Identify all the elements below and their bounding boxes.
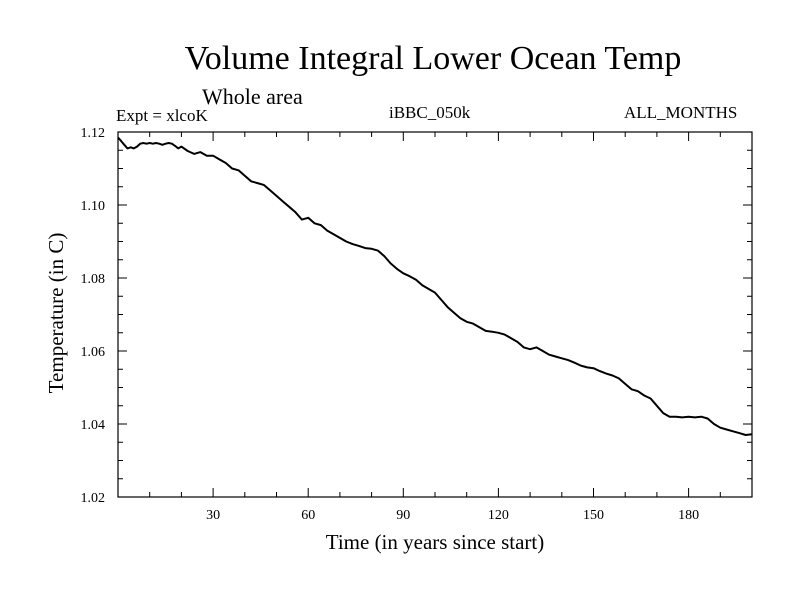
y-tick-label: 1.08	[81, 272, 106, 287]
x-tick-label: 90	[396, 508, 410, 523]
y-tick-label: 1.04	[81, 418, 106, 433]
months-label: ALL_MONTHS	[624, 103, 738, 122]
x-tick-label: 30	[206, 508, 220, 523]
y-axis-title: Temperature (in C)	[44, 233, 68, 394]
chart-title: Volume Integral Lower Ocean Temp	[184, 40, 682, 77]
chart-subtitle: Whole area	[202, 84, 303, 109]
experiment-label: Expt = xlcoK	[116, 106, 208, 125]
run-label: iBBC_050k	[389, 103, 471, 122]
plot-axes	[117, 131, 753, 498]
x-tick-label: 180	[678, 508, 699, 523]
x-tick-label: 120	[488, 508, 509, 523]
x-tick-label: 150	[583, 508, 604, 523]
y-tick-label: 1.10	[81, 199, 106, 214]
y-tick-label: 1.06	[81, 345, 106, 360]
plot-frame	[117, 131, 753, 498]
y-tick-label: 1.02	[81, 491, 106, 506]
series-line	[117, 136, 753, 436]
x-tick-label: 60	[301, 508, 315, 523]
x-axis-title: Time (in years since start)	[326, 530, 545, 554]
axis-ticks: 30 60 90 120 150 180 1.02 1.04 1.06 1.08 1.10 1.12	[81, 126, 752, 523]
y-tick-label: 1.12	[81, 126, 106, 141]
series-layer	[117, 136, 753, 436]
